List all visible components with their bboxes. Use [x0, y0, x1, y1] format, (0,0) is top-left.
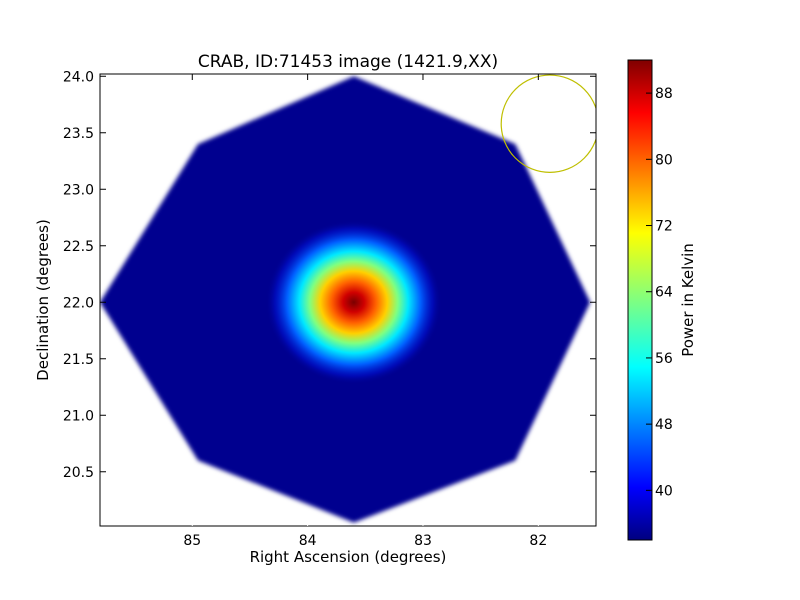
x-tick-label: 84: [299, 533, 317, 549]
y-tick-label: 23.0: [63, 182, 94, 198]
x-tick-label: 85: [183, 533, 201, 549]
colorbar-tick-label: 80: [655, 152, 673, 168]
colorbar-gradient: [627, 59, 653, 541]
y-tick-label: 21.0: [63, 408, 94, 424]
y-tick-label: 20.5: [63, 465, 94, 481]
colorbar-tick-label: 56: [655, 351, 673, 367]
colorbar-tick-label: 88: [655, 86, 673, 102]
y-tick-label: 23.5: [63, 126, 94, 142]
chart-title: CRAB, ID:71453 image (1421.9,XX): [198, 52, 498, 72]
y-tick-label: 24.0: [63, 69, 94, 85]
colorbar-tick-label: 48: [655, 417, 673, 433]
plot-area: [100, 74, 596, 523]
y-tick-label: 22.0: [63, 295, 94, 311]
colorbar-tick-label: 64: [655, 285, 673, 301]
y-tick-label: 21.5: [63, 352, 94, 368]
colorbar-tick-label: 40: [655, 483, 673, 499]
source-hotspot: [265, 220, 442, 385]
x-tick-label: 83: [414, 533, 432, 549]
x-axis-ticks: 85 84 83 82: [183, 74, 547, 549]
colorbar: 40 48 56 64 72 80 88 Power in Kelvin: [627, 59, 697, 541]
y-axis-ticks: 20.5 21.0 21.5 22.0 22.5 23.0 23.5 24.0: [63, 69, 596, 481]
x-axis-label: Right Ascension (degrees): [250, 548, 447, 566]
y-axis-label: Declination (degrees): [34, 219, 52, 381]
y-tick-label: 22.5: [63, 239, 94, 255]
plot-frame: [99, 73, 597, 527]
x-tick-label: 82: [529, 533, 547, 549]
colorbar-tick-label: 72: [655, 219, 673, 235]
beam-circle: [500, 74, 596, 173]
colorbar-label: Power in Kelvin: [679, 243, 697, 357]
colorbar-ticks: 40 48 56 64 72 80 88: [646, 86, 673, 499]
